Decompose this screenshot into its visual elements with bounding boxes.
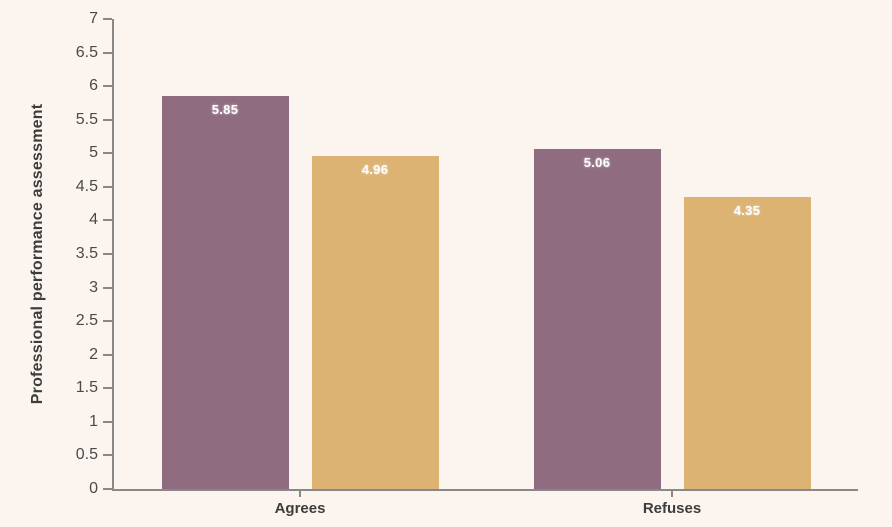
y-tick-mark (103, 85, 112, 88)
x-category-label-agrees: Agrees (274, 500, 326, 517)
y-tick-label: 1.5 (75, 379, 98, 397)
y-tick-mark (103, 51, 112, 54)
y-tick-mark (103, 286, 112, 289)
y-tick-label: 5.5 (75, 110, 98, 128)
y-tick-label: 7 (89, 10, 98, 27)
y-tick-mark (103, 18, 112, 20)
y-tick-label: 4.5 (75, 177, 98, 195)
x-tick-mark (299, 489, 301, 497)
x-tick-mark (671, 489, 673, 497)
y-tick-mark (103, 118, 112, 121)
y-tick-mark (103, 152, 112, 155)
y-tick-mark (103, 420, 112, 423)
x-axis: Agrees Refuses (114, 19, 858, 517)
bar-value-label: 4.35 (733, 202, 761, 218)
y-tick-mark (103, 219, 112, 222)
y-tick-label: 0 (89, 480, 98, 497)
bar-value-label: 4.96 (361, 161, 389, 177)
y-tick-label: 5 (89, 144, 98, 162)
y-tick-label: 2 (89, 345, 98, 363)
plot-area: 0 0.5 1 1.5 2 2.5 3 3.5 4 4.5 5 5.5 6 6.5 7 5.85 4.96 5.… (76, 10, 858, 517)
y-tick-label: 0.5 (75, 446, 98, 464)
y-tick-mark (103, 253, 112, 255)
y-tick-mark (103, 454, 112, 457)
y-tick-label: 3.5 (75, 245, 98, 262)
bar-purple-refuses: 5.06 (533, 149, 661, 489)
y-tick-mark (103, 320, 112, 323)
bar-value-label: 5.85 (211, 102, 239, 118)
y-tick-mark (103, 185, 112, 188)
y-tick-label: 6.5 (75, 43, 98, 61)
y-tick-label: 4 (89, 211, 98, 229)
y-tick-label: 1 (89, 412, 98, 430)
bar-gold-refuses: 4.35 (683, 196, 811, 489)
y-axis-title: Professional performance assessment (29, 103, 46, 405)
bar-value-label: 5.06 (583, 155, 611, 171)
y-tick-label: 6 (89, 77, 98, 95)
y-tick-mark (103, 353, 112, 356)
x-category-label-refuses: Refuses (642, 500, 702, 517)
bars-layer: 5.85 4.96 5.06 4.35 (114, 19, 858, 489)
bar-purple-agrees: 5.85 (161, 96, 289, 489)
y-tick-mark (103, 387, 112, 390)
y-tick-label: 2.5 (75, 312, 98, 330)
y-axis: 0 0.5 1 1.5 2 2.5 3 3.5 4 4.5 5 5.5 6 6.5 7 (76, 10, 858, 497)
bar-gold-agrees: 4.96 (311, 155, 439, 489)
y-tick-label: 3 (89, 278, 98, 296)
y-tick-mark (103, 488, 112, 490)
